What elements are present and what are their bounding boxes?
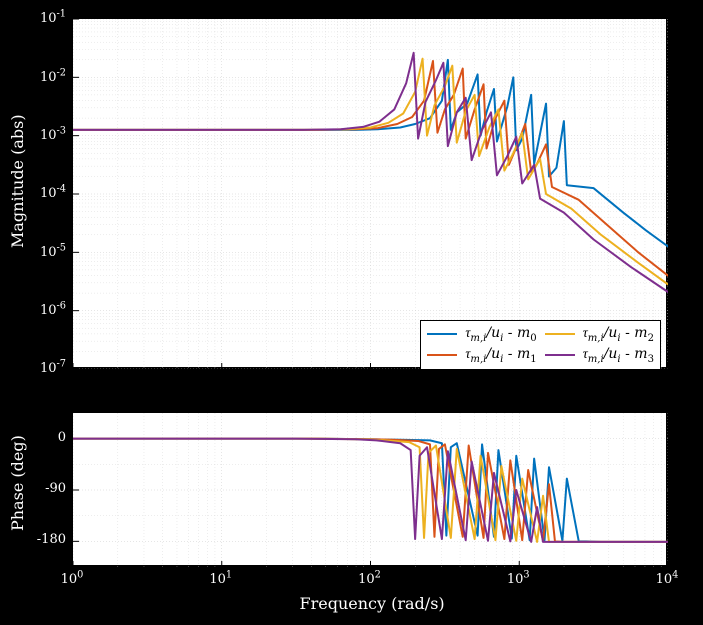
- legend-label-m0: τm,i/ui - m0: [465, 325, 536, 344]
- magnitude-ytick: 10-2: [16, 67, 66, 84]
- magnitude-ytick: 10-7: [16, 359, 66, 376]
- legend-label-m3: τm,i/ui - m3: [583, 346, 654, 365]
- magnitude-ytick: 10-3: [16, 126, 66, 143]
- legend-swatch-m0: [427, 333, 457, 335]
- magnitude-ytick: 10-1: [16, 9, 66, 26]
- legend-label-m2: τm,i/ui - m2: [583, 325, 654, 344]
- phase-ytick: -180: [16, 532, 66, 547]
- legend: τm,i/ui - m0 τm,i/ui - m2 τm,i/ui - m1 τm,i…: [420, 320, 661, 370]
- frequency-xtick: 104: [647, 570, 687, 587]
- frequency-xlabel: Frequency (rad/s): [300, 594, 445, 613]
- magnitude-ytick: 10-5: [16, 242, 66, 259]
- legend-label-m1: τm,i/ui - m1: [465, 346, 536, 365]
- phase-ytick: -90: [16, 481, 66, 496]
- magnitude-plot-canvas: [73, 19, 668, 369]
- frequency-xtick: 101: [201, 570, 241, 587]
- phase-ytick: 0: [16, 430, 66, 445]
- magnitude-ytick: 10-6: [16, 301, 66, 318]
- frequency-xtick: 100: [52, 570, 92, 587]
- frequency-xtick: 103: [498, 570, 538, 587]
- phase-plot: [72, 412, 667, 566]
- figure-root: Magnitude (abs) τm,i/ui - m0τm,i/ui - m2…: [0, 0, 703, 625]
- frequency-xtick: 102: [350, 570, 390, 587]
- legend-swatch-m2: [545, 333, 575, 335]
- legend-swatch-m1: [427, 354, 457, 356]
- legend-swatch-m3: [545, 354, 575, 356]
- magnitude-ytick: 10-4: [16, 184, 66, 201]
- magnitude-plot: [72, 18, 667, 368]
- phase-plot-canvas: [73, 413, 668, 567]
